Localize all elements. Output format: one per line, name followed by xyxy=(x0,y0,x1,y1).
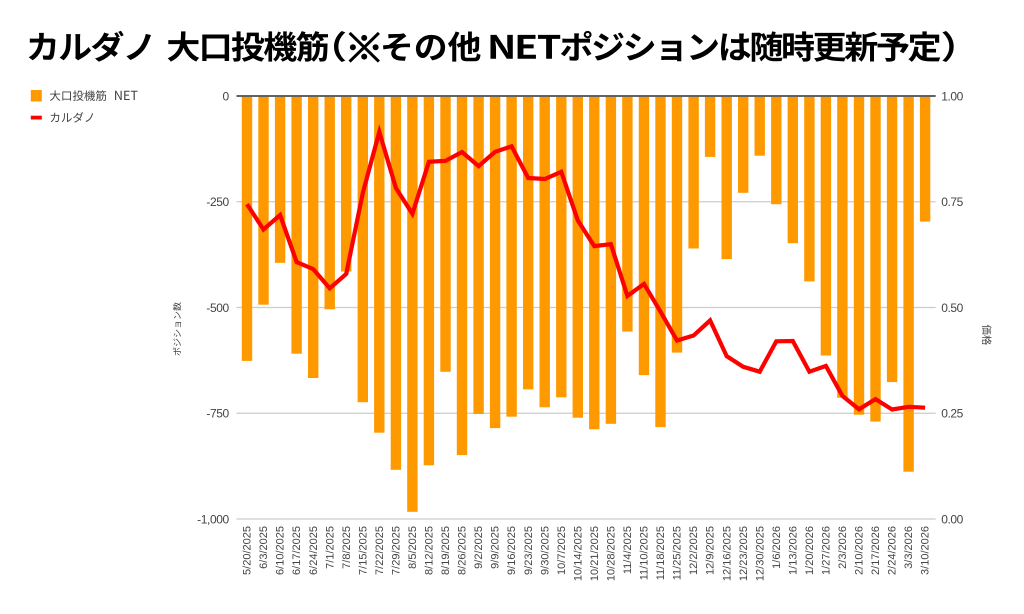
svg-text:-1,000: -1,000 xyxy=(197,512,229,526)
svg-text:7/22/2025: 7/22/2025 xyxy=(374,526,386,575)
svg-text:2/24/2026: 2/24/2026 xyxy=(887,526,899,575)
svg-text:10/7/2025: 10/7/2025 xyxy=(556,526,568,575)
svg-text:1/27/2026: 1/27/2026 xyxy=(821,526,833,575)
svg-text:10/28/2025: 10/28/2025 xyxy=(606,526,618,581)
svg-text:12/9/2025: 12/9/2025 xyxy=(705,526,717,575)
svg-text:6/3/2025: 6/3/2025 xyxy=(258,526,270,569)
svg-text:8/26/2025: 8/26/2025 xyxy=(457,526,469,575)
svg-text:0.00: 0.00 xyxy=(941,512,963,526)
svg-text:-500: -500 xyxy=(206,301,229,315)
svg-text:9/30/2025: 9/30/2025 xyxy=(539,526,551,575)
svg-text:7/8/2025: 7/8/2025 xyxy=(341,526,353,569)
svg-text:9/9/2025: 9/9/2025 xyxy=(490,526,502,569)
svg-text:12/16/2025: 12/16/2025 xyxy=(721,526,733,581)
svg-text:12/2/2025: 12/2/2025 xyxy=(688,526,700,575)
svg-text:-750: -750 xyxy=(206,407,229,421)
svg-text:12/23/2025: 12/23/2025 xyxy=(738,526,750,581)
svg-text:8/5/2025: 8/5/2025 xyxy=(407,526,419,569)
svg-text:2/17/2026: 2/17/2026 xyxy=(870,526,882,575)
svg-text:9/16/2025: 9/16/2025 xyxy=(506,526,518,575)
svg-text:1/6/2026: 1/6/2026 xyxy=(771,526,783,569)
svg-text:3/10/2026: 3/10/2026 xyxy=(920,526,932,575)
svg-text:2/10/2026: 2/10/2026 xyxy=(854,526,866,575)
svg-text:9/2/2025: 9/2/2025 xyxy=(473,526,485,569)
svg-text:10/14/2025: 10/14/2025 xyxy=(572,526,584,581)
svg-text:11/4/2025: 11/4/2025 xyxy=(622,526,634,574)
svg-text:8/19/2025: 8/19/2025 xyxy=(440,526,452,575)
svg-text:11/18/2025: 11/18/2025 xyxy=(655,526,667,580)
svg-text:-250: -250 xyxy=(206,195,229,209)
svg-text:12/30/2025: 12/30/2025 xyxy=(754,526,766,581)
svg-text:5/20/2025: 5/20/2025 xyxy=(242,526,254,575)
svg-text:0: 0 xyxy=(223,89,230,103)
svg-text:0.75: 0.75 xyxy=(941,195,963,209)
svg-text:3/3/2026: 3/3/2026 xyxy=(903,526,915,569)
svg-text:8/12/2025: 8/12/2025 xyxy=(424,526,436,575)
svg-text:11/10/2025: 11/10/2025 xyxy=(639,526,651,580)
svg-text:6/17/2025: 6/17/2025 xyxy=(291,526,303,575)
svg-text:2/3/2026: 2/3/2026 xyxy=(837,526,849,569)
svg-text:1/20/2026: 1/20/2026 xyxy=(804,526,816,575)
svg-text:7/15/2025: 7/15/2025 xyxy=(357,526,369,575)
svg-text:10/21/2025: 10/21/2025 xyxy=(589,526,601,581)
svg-text:11/25/2025: 11/25/2025 xyxy=(672,526,684,580)
svg-text:1.00: 1.00 xyxy=(941,89,963,103)
svg-text:6/10/2025: 6/10/2025 xyxy=(275,526,287,575)
svg-text:7/29/2025: 7/29/2025 xyxy=(391,526,403,575)
svg-text:1/13/2026: 1/13/2026 xyxy=(787,526,799,575)
svg-text:9/23/2025: 9/23/2025 xyxy=(523,526,535,575)
svg-text:6/24/2025: 6/24/2025 xyxy=(308,526,320,575)
svg-text:7/1/2025: 7/1/2025 xyxy=(324,526,336,569)
svg-text:0.50: 0.50 xyxy=(941,301,963,315)
svg-text:0.25: 0.25 xyxy=(941,407,963,421)
